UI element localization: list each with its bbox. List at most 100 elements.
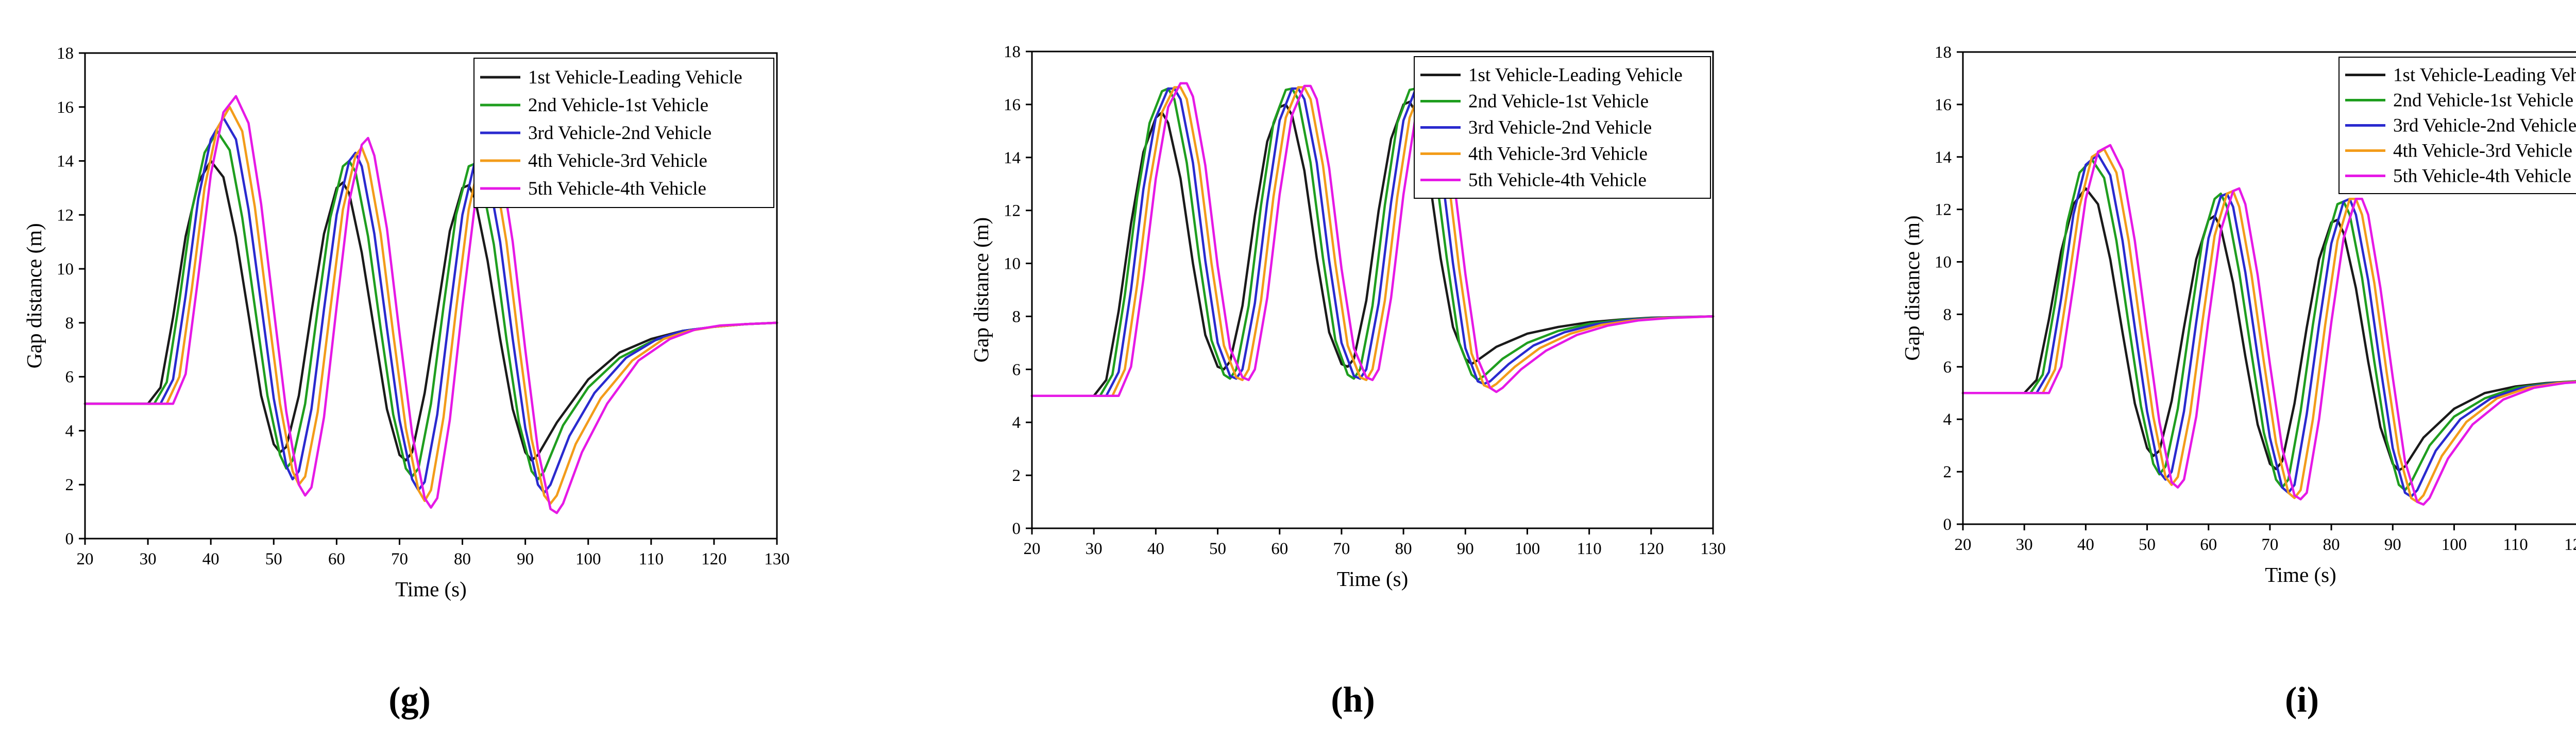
y-tick-label: 0 bbox=[65, 530, 74, 548]
y-tick-label: 18 bbox=[1004, 43, 1021, 61]
y-tick-label: 8 bbox=[1943, 305, 1952, 324]
y-tick-label: 18 bbox=[1935, 43, 1952, 62]
y-tick-label: 4 bbox=[1943, 410, 1952, 429]
x-tick-label: 80 bbox=[2323, 536, 2340, 554]
y-tick-label: 8 bbox=[1012, 307, 1021, 326]
y-tick-label: 14 bbox=[57, 152, 74, 171]
legend-entry: 5th Vehicle-4th Vehicle bbox=[2393, 166, 2571, 187]
legend-entry: 2nd Vehicle-1st Vehicle bbox=[1468, 91, 1649, 112]
x-tick-label: 20 bbox=[1024, 540, 1041, 558]
x-tick-label: 30 bbox=[1086, 540, 1103, 558]
x-tick-label: 110 bbox=[2503, 536, 2528, 554]
y-axis-label: Gap distance (m) bbox=[969, 217, 993, 363]
x-tick-label: 70 bbox=[2261, 536, 2278, 554]
x-tick-label: 50 bbox=[1209, 540, 1226, 558]
legend-box bbox=[2338, 57, 2576, 194]
legend-box bbox=[1414, 56, 1711, 199]
x-tick-label: 20 bbox=[77, 550, 94, 568]
y-axis-label: Gap distance (m) bbox=[22, 223, 46, 368]
x-tick-label: 40 bbox=[1147, 540, 1164, 558]
legend-entry: 4th Vehicle-3rd Vehicle bbox=[2393, 141, 2572, 162]
x-tick-label: 100 bbox=[575, 550, 601, 568]
series-line-4 bbox=[1030, 86, 1715, 398]
x-tick-label: 80 bbox=[454, 550, 471, 568]
x-tick-label: 110 bbox=[639, 550, 664, 568]
x-tick-label: 120 bbox=[2564, 536, 2576, 554]
y-tick-label: 16 bbox=[57, 98, 74, 117]
y-tick-label: 2 bbox=[1943, 463, 1952, 481]
legend: 1st Vehicle-Leading Vehicle 2nd Vehicle-1… bbox=[473, 58, 774, 208]
plot-frame bbox=[1031, 50, 1714, 529]
x-tick-label: 40 bbox=[2077, 536, 2094, 554]
legend-entry: 3rd Vehicle-2nd Vehicle bbox=[528, 123, 711, 144]
y-tick-label: 14 bbox=[1004, 149, 1021, 167]
legend-entry: 5th Vehicle-4th Vehicle bbox=[528, 178, 706, 199]
x-tick-label: 30 bbox=[140, 550, 157, 568]
x-tick-label: 100 bbox=[1515, 540, 1540, 558]
x-tick-label: 130 bbox=[1700, 540, 1726, 558]
chart-panel-i: 2030405060708090100110120130024681012141… bbox=[1900, 43, 2576, 720]
legend-entry: 1st Vehicle-Leading Vehicle bbox=[528, 67, 742, 88]
series-line-3 bbox=[1961, 153, 2576, 498]
x-tick-label: 100 bbox=[2442, 536, 2467, 554]
legend-entry: 3rd Vehicle-2nd Vehicle bbox=[1468, 117, 1652, 139]
y-tick-label: 10 bbox=[57, 260, 74, 279]
x-axis-label: Time (s) bbox=[395, 577, 467, 601]
x-tick-label: 130 bbox=[764, 550, 790, 568]
legend-entry: 3rd Vehicle-2nd Vehicle bbox=[2393, 115, 2576, 136]
series-line-1 bbox=[1961, 187, 2576, 472]
legend-entry: 1st Vehicle-Leading Vehicle bbox=[1468, 65, 1683, 86]
y-axis-label: Gap distance (m) bbox=[1900, 215, 1924, 360]
legend: 1st Vehicle-Leading Vehicle 2nd Vehicle-1… bbox=[1414, 56, 1711, 199]
plot-frame bbox=[1962, 51, 2576, 525]
y-tick-label: 4 bbox=[65, 422, 74, 440]
y-tick-label: 10 bbox=[1935, 253, 1952, 272]
y-tick-label: 4 bbox=[1012, 413, 1021, 432]
x-tick-label: 90 bbox=[2384, 536, 2401, 554]
y-tick-label: 8 bbox=[65, 314, 74, 333]
x-tick-label: 20 bbox=[1955, 536, 1972, 554]
x-axis-label: Time (s) bbox=[2265, 563, 2336, 586]
y-tick-label: 2 bbox=[1012, 467, 1021, 485]
x-tick-label: 70 bbox=[1333, 540, 1350, 558]
y-tick-label: 14 bbox=[1935, 148, 1952, 167]
series-line-2 bbox=[83, 130, 778, 480]
plot-frame bbox=[84, 52, 778, 540]
x-tick-label: 70 bbox=[391, 550, 408, 568]
legend-entry: 4th Vehicle-3rd Vehicle bbox=[528, 150, 707, 171]
y-tick-label: 16 bbox=[1004, 96, 1021, 114]
y-tick-label: 12 bbox=[57, 206, 74, 225]
y-tick-label: 6 bbox=[1943, 358, 1952, 376]
x-tick-label: 50 bbox=[2139, 536, 2156, 554]
legend-entry: 2nd Vehicle-1st Vehicle bbox=[2393, 90, 2573, 111]
panel-label: (h) bbox=[1331, 680, 1375, 720]
y-tick-label: 12 bbox=[1004, 202, 1021, 220]
x-tick-label: 40 bbox=[202, 550, 219, 568]
x-tick-label: 110 bbox=[1577, 540, 1601, 558]
y-tick-label: 12 bbox=[1935, 201, 1952, 219]
series-line-2 bbox=[1961, 158, 2576, 492]
legend-box bbox=[473, 58, 774, 208]
legend-entry: 1st Vehicle-Leading Vehicle bbox=[2393, 65, 2576, 86]
y-tick-label: 18 bbox=[57, 44, 74, 63]
x-tick-label: 60 bbox=[328, 550, 345, 568]
series-line-5 bbox=[1030, 82, 1715, 398]
series-line-4 bbox=[1961, 148, 2576, 503]
x-tick-label: 120 bbox=[1638, 540, 1664, 558]
x-tick-label: 120 bbox=[701, 550, 727, 568]
x-tick-label: 80 bbox=[1395, 540, 1412, 558]
series-line-1 bbox=[83, 160, 778, 462]
x-tick-label: 90 bbox=[517, 550, 534, 568]
y-tick-label: 6 bbox=[65, 368, 74, 387]
chart-panel-h: 20 30 40 50 60 70 80 90 100 110 120 130 0 2 4 6 8 10 12 14 1… bbox=[969, 43, 1726, 720]
y-tick-label: 10 bbox=[1004, 255, 1021, 273]
x-tick-label: 50 bbox=[265, 550, 282, 568]
chart-panel-g: 20 30 40 50 60 70 80 90 100 110 120 130 0 2 4 6 8 10 12 14 1… bbox=[22, 44, 790, 720]
x-axis-label: Time (s) bbox=[1337, 567, 1409, 591]
legend-entry: 2nd Vehicle-1st Vehicle bbox=[528, 95, 708, 116]
legend-entry: 4th Vehicle-3rd Vehicle bbox=[1468, 144, 1648, 165]
x-tick-label: 60 bbox=[1271, 540, 1288, 558]
panel-label: (i) bbox=[2285, 680, 2319, 720]
y-tick-label: 16 bbox=[1935, 96, 1952, 114]
